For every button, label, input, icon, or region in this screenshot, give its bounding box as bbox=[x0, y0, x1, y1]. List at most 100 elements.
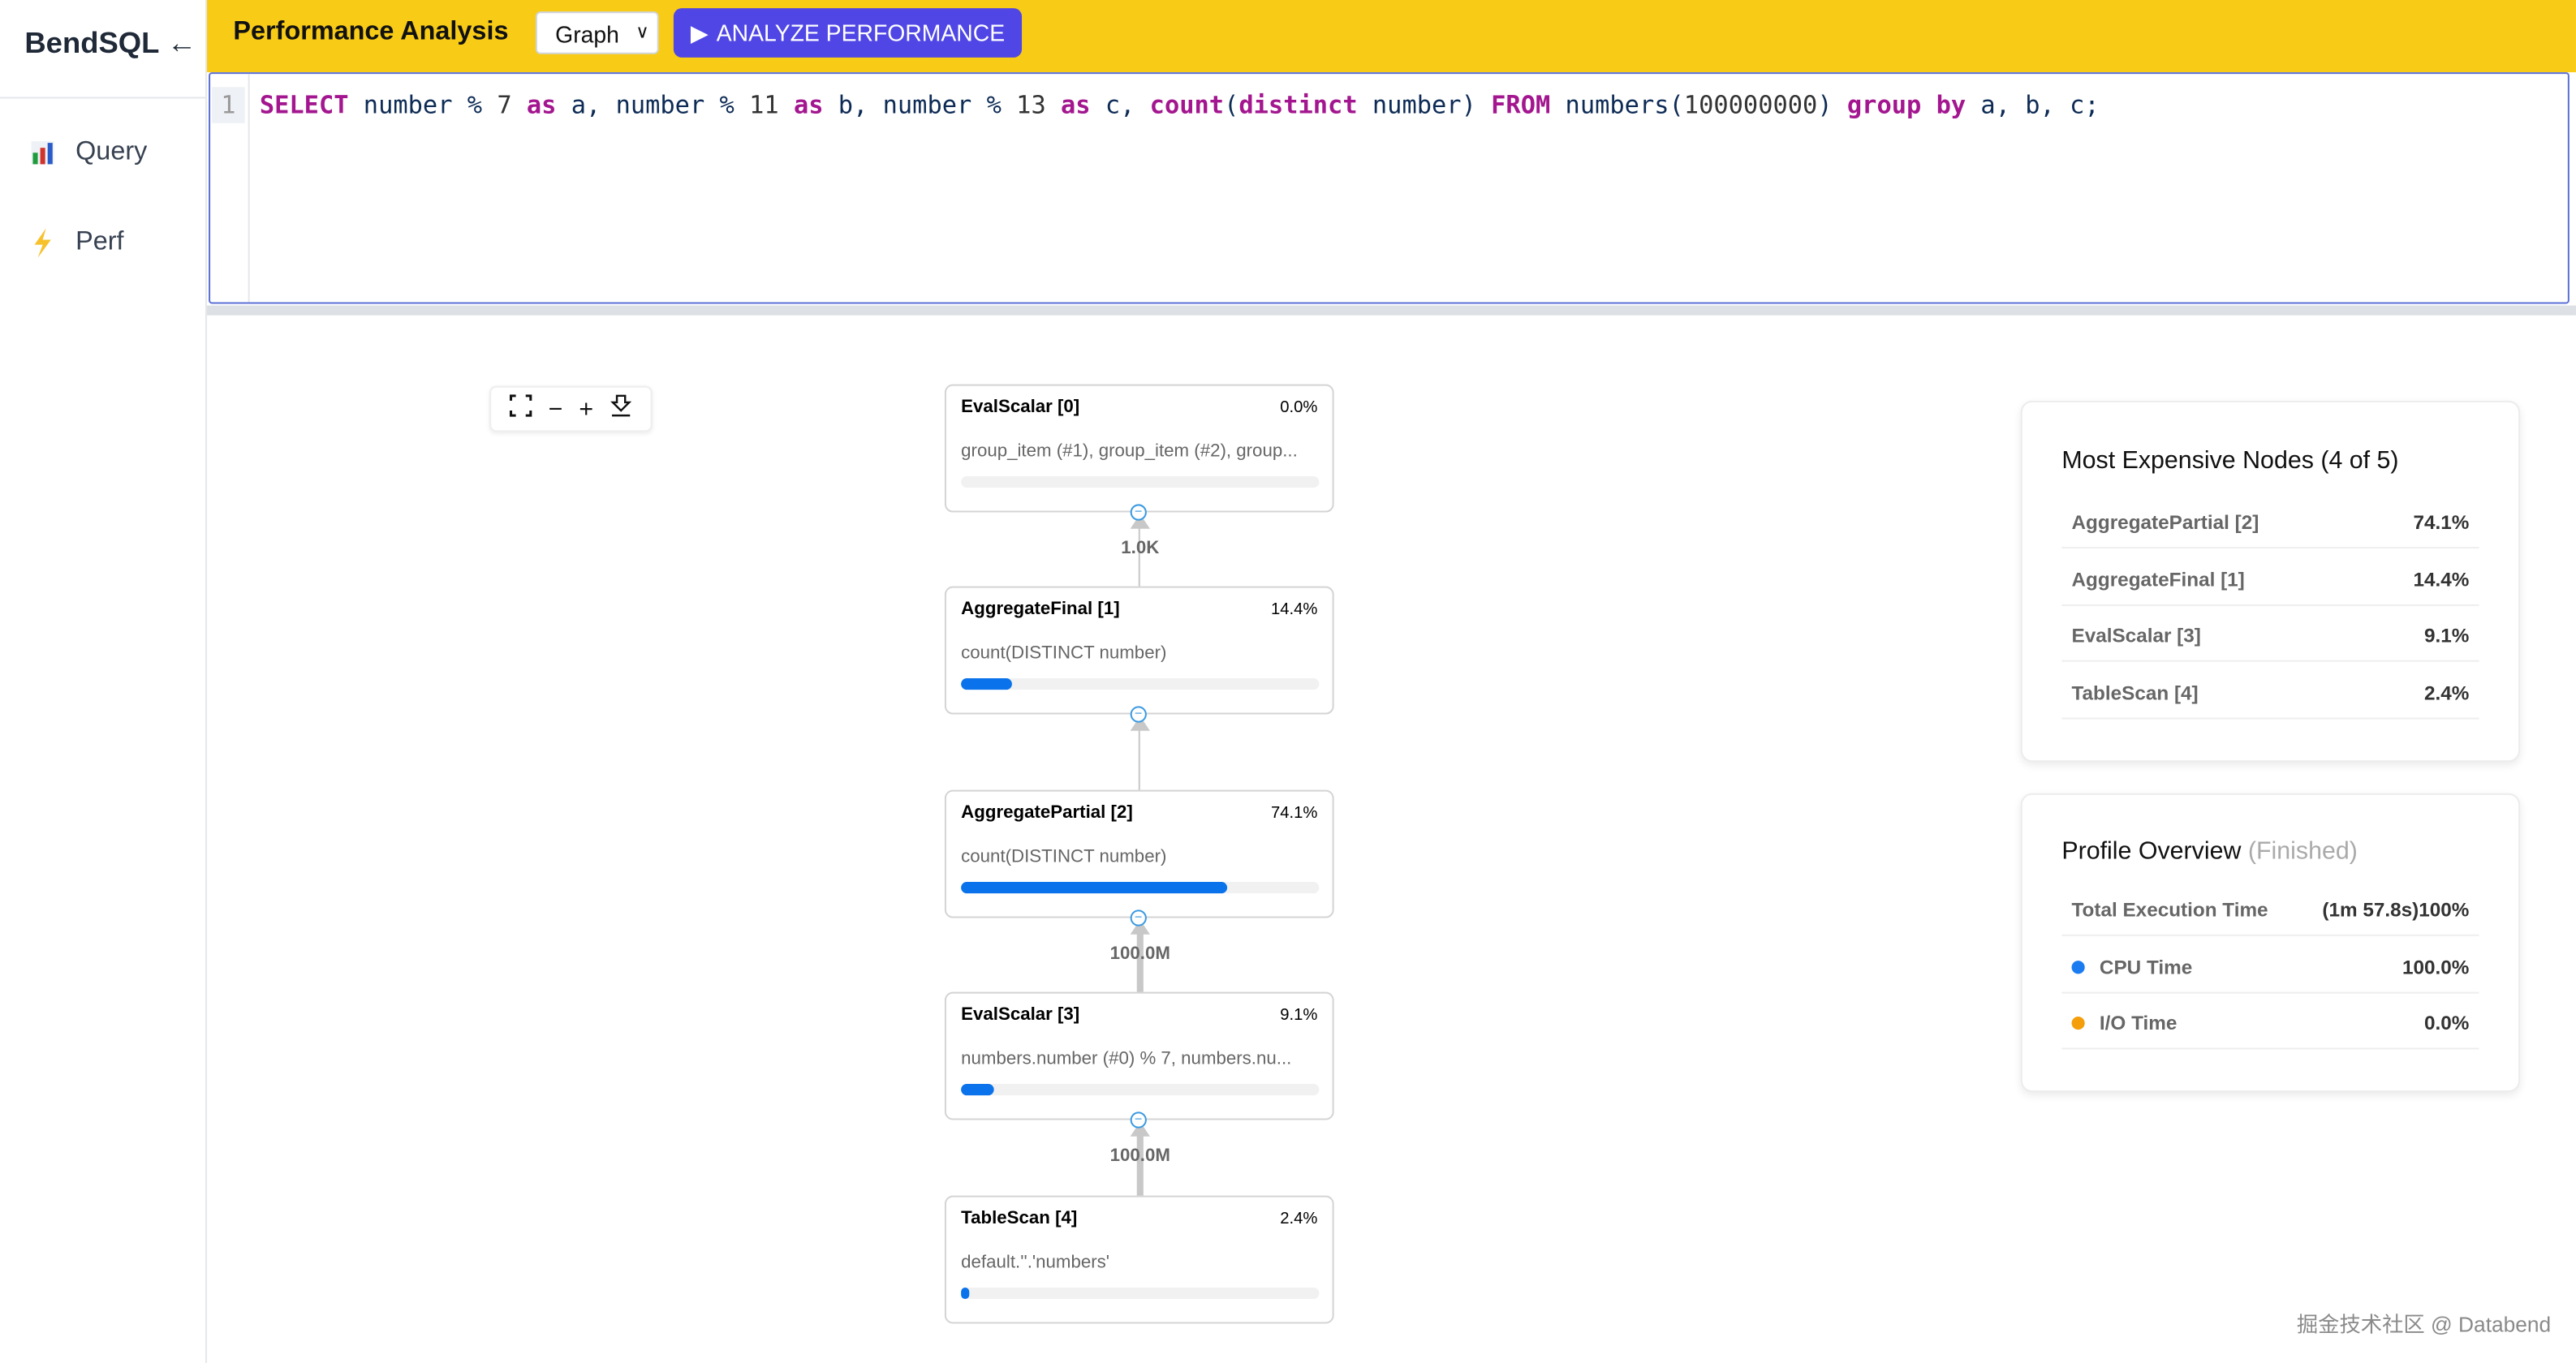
lightning-icon bbox=[34, 228, 51, 258]
most-expensive-nodes-panel: Most Expensive Nodes (4 of 5) AggregateP… bbox=[2020, 400, 2521, 763]
collapse-toggle-icon[interactable]: − bbox=[1130, 504, 1147, 521]
code-token: numbers( bbox=[1550, 90, 1684, 120]
plan-node[interactable]: EvalScalar [3] 9.1% numbers.number (#0) … bbox=[944, 991, 1334, 1120]
code-token: b, number % bbox=[823, 90, 1017, 120]
node-progress-track bbox=[961, 677, 1320, 690]
node-title: AggregateFinal [1] bbox=[961, 599, 1120, 620]
node-description: count(DISTINCT number) bbox=[961, 847, 1167, 867]
line-gutter: 1 bbox=[210, 74, 250, 303]
node-percent: 9.1% bbox=[1280, 1006, 1318, 1025]
zoom-in-icon[interactable]: + bbox=[579, 394, 594, 424]
sidebar: BendSQL ← Query Perf bbox=[0, 0, 208, 1363]
row-value: 74.1% bbox=[2413, 510, 2470, 534]
code-token: a, number % bbox=[556, 90, 750, 120]
collapse-toggle-icon[interactable]: − bbox=[1130, 909, 1147, 927]
code-token: 7 bbox=[497, 90, 512, 120]
row-value: (1m 57.8s)100% bbox=[2322, 898, 2470, 922]
node-title: EvalScalar [0] bbox=[961, 397, 1080, 418]
code-token: distinct bbox=[1238, 90, 1358, 120]
profile-overview-panel: Profile Overview (Finished) Total Execut… bbox=[2020, 793, 2521, 1093]
row-value: 14.4% bbox=[2413, 567, 2470, 591]
edge-row-count: 100.0M bbox=[1109, 944, 1170, 965]
legend-dot-icon bbox=[2071, 960, 2085, 974]
status: (Finished) bbox=[2247, 837, 2358, 866]
fullscreen-icon[interactable] bbox=[509, 394, 532, 424]
node-percent: 74.1% bbox=[1271, 804, 1318, 823]
row-label: CPU Time bbox=[2071, 955, 2192, 978]
brand: BendSQL ← bbox=[24, 26, 197, 59]
chevron-down-icon: ∨ bbox=[635, 23, 649, 43]
analyze-performance-button[interactable]: ▶ ANALYZE PERFORMANCE bbox=[673, 8, 1023, 58]
node-percent: 2.4% bbox=[1280, 1210, 1318, 1229]
code-token bbox=[779, 90, 794, 119]
node-progress-fill bbox=[961, 1287, 971, 1300]
sql-code[interactable]: SELECT number % 7 as a, number % 11 as b… bbox=[260, 87, 2100, 123]
divider bbox=[0, 97, 206, 99]
view-select[interactable]: Graph ∨ bbox=[535, 11, 659, 54]
stat-row: CPU Time 100.0% bbox=[2061, 937, 2479, 993]
graph-toolbar: − + bbox=[489, 385, 653, 432]
row-label: Total Execution Time bbox=[2071, 898, 2268, 922]
panel-title: Profile Overview (Finished) bbox=[2061, 837, 2358, 866]
code-token: as bbox=[793, 90, 824, 120]
sidebar-item-query[interactable]: Query bbox=[29, 138, 147, 167]
code-token: FROM bbox=[1491, 90, 1551, 120]
bar-chart-icon bbox=[31, 141, 54, 165]
code-token: 100000000 bbox=[1683, 90, 1818, 120]
code-token: number) bbox=[1357, 90, 1492, 120]
edge-row-count: 100.0M bbox=[1109, 1146, 1170, 1167]
code-token bbox=[512, 90, 527, 119]
code-token: number % bbox=[348, 90, 498, 120]
plan-edge bbox=[1138, 714, 1140, 790]
line-number: 1 bbox=[212, 87, 245, 123]
stat-row: TableScan [4] 2.4% bbox=[2061, 663, 2479, 719]
code-token: ) bbox=[1817, 90, 1847, 120]
node-percent: 0.0% bbox=[1280, 398, 1318, 418]
sidebar-item-perf[interactable]: Perf bbox=[29, 228, 124, 258]
node-description: numbers.number (#0) % 7, numbers.nu... bbox=[961, 1049, 1292, 1069]
node-description: group_item (#1), group_item (#2), group.… bbox=[961, 441, 1298, 462]
header: Performance Analysis Graph ∨ ▶ ANALYZE PER… bbox=[207, 0, 2576, 73]
code-token: a, b, c; bbox=[1966, 90, 2100, 120]
code-token: c, bbox=[1090, 90, 1150, 120]
node-title: TableScan [4] bbox=[961, 1208, 1078, 1229]
stat-row: AggregateFinal [1] 14.4% bbox=[2061, 549, 2479, 605]
node-progress-track bbox=[961, 1287, 1320, 1300]
code-token: 13 bbox=[1016, 90, 1046, 120]
node-progress-fill bbox=[961, 677, 1013, 690]
row-label: TableScan [4] bbox=[2071, 681, 2199, 704]
play-icon: ▶ bbox=[690, 19, 709, 45]
watermark: 掘金技术社区 @ Databend bbox=[2296, 1312, 2552, 1337]
legend-dot-icon bbox=[2071, 1016, 2085, 1030]
plan-edge bbox=[1138, 512, 1140, 587]
divider bbox=[207, 305, 2576, 316]
node-description: default.''.'numbers' bbox=[961, 1253, 1110, 1273]
row-value: 100.0% bbox=[2402, 955, 2470, 978]
download-icon[interactable] bbox=[610, 394, 632, 424]
plan-node[interactable]: EvalScalar [0] 0.0% group_item (#1), gro… bbox=[944, 384, 1334, 513]
collapse-toggle-icon[interactable]: − bbox=[1130, 706, 1147, 723]
page-title: Performance Analysis bbox=[233, 18, 509, 46]
code-token bbox=[1046, 90, 1061, 119]
node-description: count(DISTINCT number) bbox=[961, 643, 1167, 664]
node-title: EvalScalar [3] bbox=[961, 1004, 1080, 1025]
row-label: AggregatePartial [2] bbox=[2071, 510, 2259, 534]
plan-node[interactable]: TableScan [4] 2.4% default.''.'numbers' bbox=[944, 1195, 1334, 1324]
stat-row: Total Execution Time (1m 57.8s)100% bbox=[2061, 880, 2479, 936]
sql-editor[interactable]: 1 SELECT number % 7 as a, number % 11 as… bbox=[209, 72, 2570, 304]
arrow-left-icon[interactable]: ← bbox=[166, 26, 197, 59]
panel-title: Most Expensive Nodes (4 of 5) bbox=[2061, 446, 2399, 475]
code-token: count bbox=[1149, 90, 1225, 120]
stat-row: I/O Time 0.0% bbox=[2061, 994, 2479, 1050]
code-token: group by bbox=[1846, 90, 1966, 120]
zoom-out-icon[interactable]: − bbox=[548, 394, 563, 424]
code-token: SELECT bbox=[259, 90, 349, 120]
collapse-toggle-icon[interactable]: − bbox=[1130, 1111, 1147, 1129]
stat-row: AggregatePartial [2] 74.1% bbox=[2061, 492, 2479, 549]
code-token: as bbox=[1061, 90, 1091, 120]
plan-node[interactable]: AggregatePartial [2] 74.1% count(DISTINC… bbox=[944, 789, 1334, 918]
node-progress-fill bbox=[961, 881, 1227, 894]
edge-row-count: 1.0K bbox=[1121, 538, 1160, 559]
plan-node[interactable]: AggregateFinal [1] 14.4% count(DISTINCT … bbox=[944, 586, 1334, 715]
code-token: 11 bbox=[749, 90, 779, 120]
